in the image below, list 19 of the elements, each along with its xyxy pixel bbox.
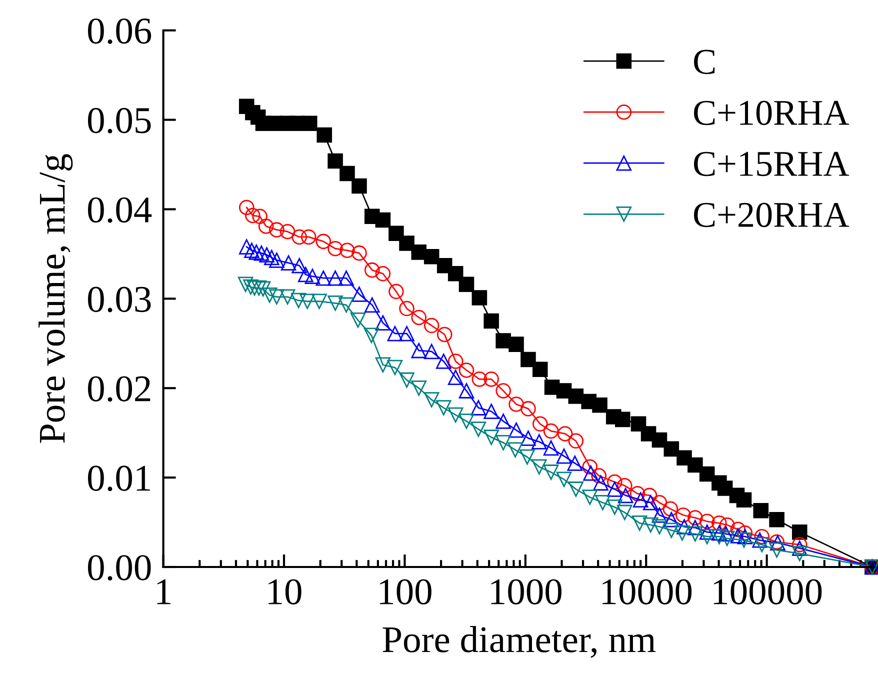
legend-label: C+10RHA <box>694 100 850 126</box>
y-tick-label: 0.00 <box>88 555 151 581</box>
y-tick-label: 0.02 <box>88 376 150 402</box>
x-tick-label: 1000 <box>491 579 562 604</box>
legend-label: C <box>694 50 715 74</box>
x-tick-label: 1 <box>157 579 170 604</box>
legend-label: C+15RHA <box>694 152 850 176</box>
y-tick-label: 0.04 <box>88 197 152 223</box>
x-tick-label: 10 <box>268 579 302 604</box>
y-tick-label: 0.05 <box>88 108 151 134</box>
y-axis-title: Pore volume, mL/g <box>38 154 73 443</box>
x-tick-label: 10000 <box>602 579 692 604</box>
y-tick-label: 0.01 <box>88 466 150 492</box>
y-tick-label: 0.06 <box>88 18 152 44</box>
y-tick-label: 0.03 <box>88 286 151 312</box>
x-axis-title: Pore diameter, nm <box>382 626 656 658</box>
x-tick-label: 100000 <box>714 579 822 604</box>
legend-label: C+20RHA <box>694 202 850 228</box>
x-tick-label: 100 <box>380 579 432 604</box>
